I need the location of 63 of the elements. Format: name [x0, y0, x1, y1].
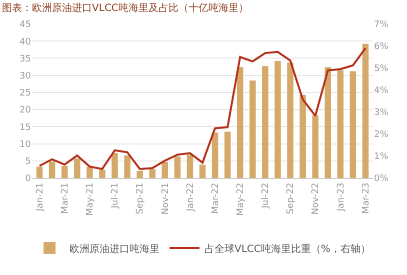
- chart-title: 图表：欧洲原油进口VLCC吨海里及占比（十亿吨海里）: [2, 2, 248, 14]
- bar: [112, 153, 118, 178]
- bar: [350, 71, 356, 178]
- bar: [362, 44, 369, 178]
- y-tick-label: 25: [20, 88, 31, 99]
- x-tick-label: Sep-21: [136, 182, 146, 214]
- line-series: [38, 47, 366, 170]
- bar: [74, 158, 80, 178]
- bar: [212, 132, 218, 178]
- bar: [236, 67, 244, 178]
- y-tick-label: 45: [20, 20, 31, 30]
- bar: [124, 155, 130, 178]
- x-tick-label: Jul-22: [261, 182, 272, 210]
- bar: [174, 156, 181, 178]
- bar: [274, 60, 281, 178]
- x-tick-label: Mar-21: [60, 182, 71, 214]
- legend-label: 欧洲原油进口吨海里: [70, 242, 160, 255]
- bar: [312, 115, 318, 178]
- y2-tick-label: 5%: [374, 64, 389, 74]
- y2-tick-label: 0%: [374, 174, 389, 184]
- bar: [250, 80, 256, 178]
- y-tick-label: 35: [20, 54, 31, 64]
- y2-tick-label: 7%: [374, 20, 389, 30]
- y-tick-label: 5: [25, 157, 31, 168]
- bar: [162, 162, 168, 178]
- bar: [86, 166, 93, 178]
- bar: [262, 66, 268, 178]
- y-tick-label: 10: [20, 140, 32, 150]
- y2-tick-label: 1%: [374, 152, 389, 162]
- legend-label: 占全球VLCC吨海里比重（%，右轴）: [204, 242, 370, 255]
- bar: [224, 132, 231, 178]
- x-tick-label: Jan-23: [336, 182, 346, 212]
- bar: [48, 162, 56, 178]
- bar: [324, 67, 331, 178]
- y-tick-label: 0: [25, 174, 32, 184]
- x-tick-label: Mar-22: [210, 182, 221, 214]
- y2-tick-label: 2%: [374, 130, 389, 140]
- y2-tick-label: 4%: [374, 86, 389, 96]
- y2-tick-label: 6%: [374, 42, 389, 52]
- x-tick-label: Jan-22: [186, 182, 196, 212]
- y-tick-label: 40: [20, 37, 32, 48]
- x-tick-label: Nov-22: [311, 182, 322, 215]
- x-tick-label: Jul-21: [110, 182, 121, 210]
- x-tick-label: Jan-21: [35, 182, 46, 212]
- bar: [136, 170, 143, 178]
- x-tick-label: Mar-23: [361, 182, 372, 214]
- y2-tick-label: 3%: [374, 108, 389, 118]
- bar: [99, 170, 106, 178]
- bar: [36, 166, 43, 178]
- y-tick-label: 30: [20, 71, 32, 82]
- bar: [186, 154, 194, 178]
- bar: [300, 94, 306, 178]
- x-tick-label: May-21: [86, 182, 96, 216]
- y-tick-label: 15: [20, 122, 31, 133]
- bar: [287, 62, 294, 178]
- bar: [199, 164, 206, 178]
- x-tick-label: May-22: [236, 182, 246, 216]
- bar: [61, 166, 68, 178]
- x-tick-label: Nov-21: [160, 182, 171, 215]
- x-tick-label: Sep-22: [286, 182, 296, 214]
- bar: [149, 169, 156, 178]
- y-tick-label: 20: [20, 106, 32, 116]
- bar: [337, 70, 344, 178]
